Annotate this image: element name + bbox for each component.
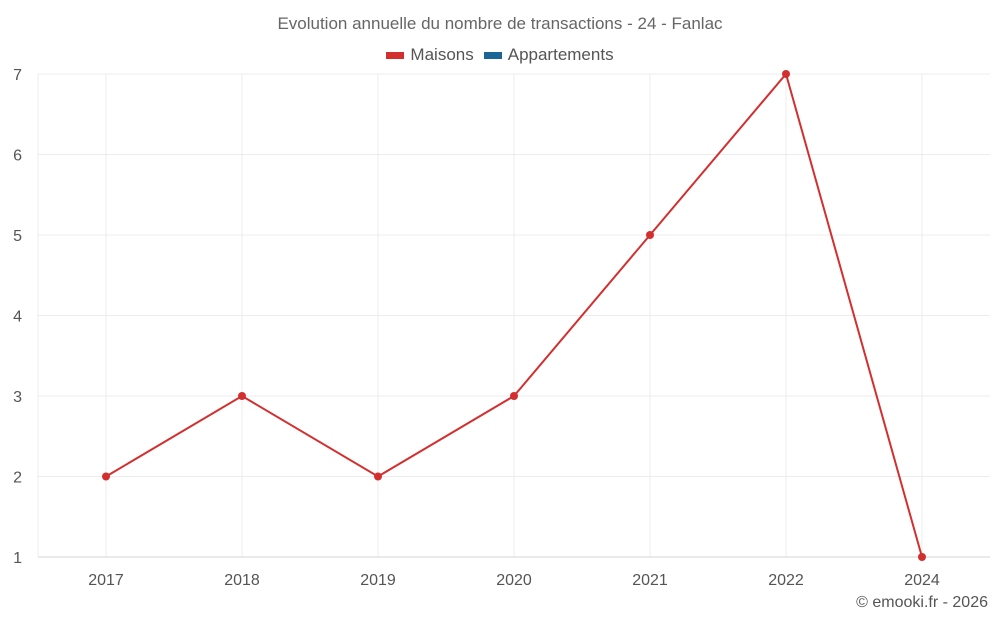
data-point <box>918 553 926 561</box>
x-tick-label: 2021 <box>632 572 668 589</box>
y-tick-label: 6 <box>13 148 22 165</box>
legend-label-maisons: Maisons <box>410 45 474 64</box>
legend-swatch-maisons <box>386 51 405 59</box>
data-point <box>782 70 790 78</box>
x-tick-label: 2022 <box>768 572 804 589</box>
credit-text: © emooki.fr - 2026 <box>856 594 988 611</box>
legend-label-appartements: Appartements <box>507 45 614 64</box>
chart-title: Evolution annuelle du nombre de transact… <box>277 14 723 33</box>
legend-item-maisons[interactable]: Maisons <box>386 45 474 65</box>
data-point <box>646 231 654 239</box>
y-tick-label: 1 <box>13 550 22 567</box>
legend-swatch-appartements <box>483 51 502 59</box>
data-point <box>374 472 382 481</box>
y-tick-label: 3 <box>13 389 22 406</box>
x-tick-label: 2020 <box>496 572 532 589</box>
x-tick-label: 2019 <box>360 572 396 589</box>
y-tick-label: 5 <box>13 228 22 245</box>
y-tick-label: 4 <box>13 309 22 326</box>
y-tick-label: 2 <box>13 470 22 487</box>
x-tick-label: 2017 <box>88 572 124 589</box>
x-tick-label: 2018 <box>224 572 260 589</box>
legend-item-appartements[interactable]: Appartements <box>483 45 614 65</box>
data-point <box>102 472 110 481</box>
legend: Maisons Appartements <box>0 45 1000 65</box>
data-point <box>238 392 246 400</box>
data-point <box>510 392 518 400</box>
x-tick-label: 2024 <box>904 572 940 589</box>
y-tick-label: 7 <box>13 67 22 84</box>
